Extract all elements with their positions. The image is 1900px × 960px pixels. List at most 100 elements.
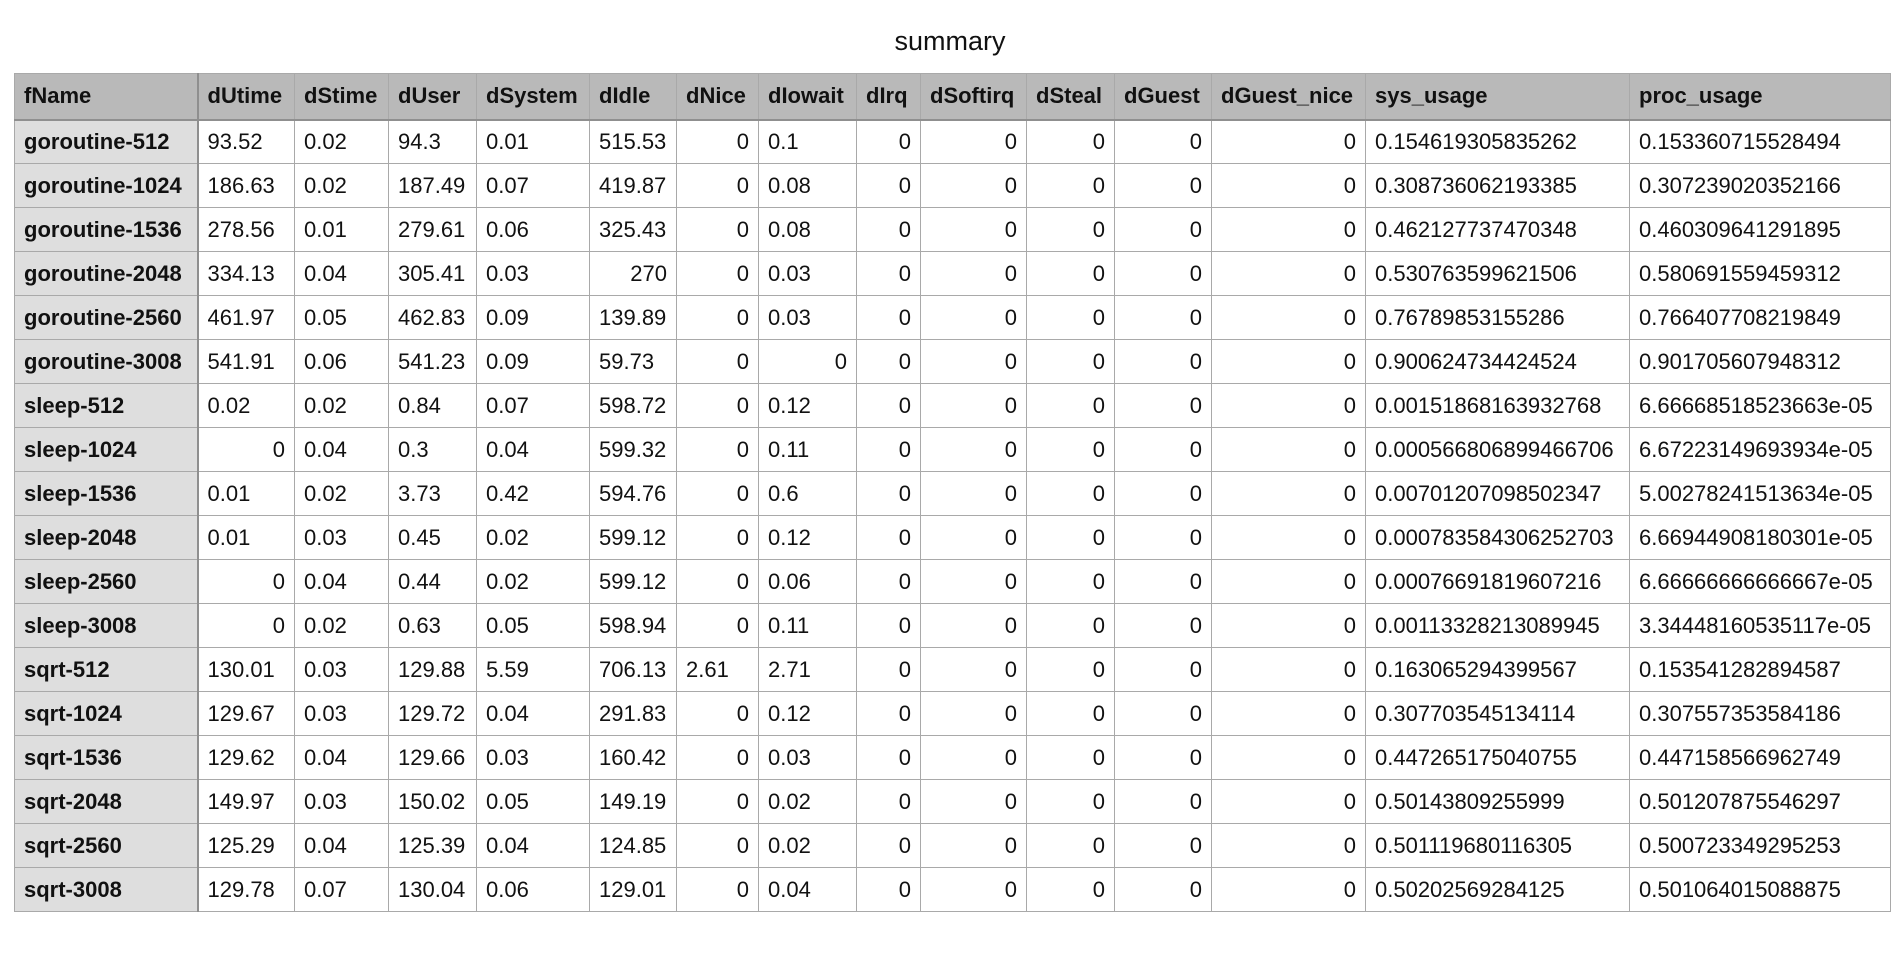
table-cell-dguest-nice: 0 [1211, 471, 1366, 516]
table-cell-sys-usage: 0.462127737470348 [1365, 207, 1630, 252]
table-cell-dsoftirq: 0 [920, 867, 1027, 912]
table-cell-sys-usage: 0.000566806899466706 [1365, 427, 1630, 472]
table-cell-sys-usage: 0.900624734424524 [1365, 339, 1630, 384]
table-cell-didle: 160.42 [589, 735, 677, 780]
table-cell-dutime: 129.67 [197, 691, 295, 736]
row-header-fname: sqrt-2048 [14, 779, 199, 824]
table-cell-dguest: 0 [1114, 779, 1212, 824]
table-row: sleep-1536 0.01 0.02 3.73 0.42 594.76 0 0.6 0 0 0 0… [14, 471, 1891, 516]
table-cell-dirq: 0 [856, 603, 921, 648]
table-cell-dstime: 0.03 [294, 779, 389, 824]
table-cell-dsystem: 0.02 [476, 515, 590, 560]
table-cell-dsoftirq: 0 [920, 251, 1027, 296]
table-cell-didle: 149.19 [589, 779, 677, 824]
table-cell-dsoftirq: 0 [920, 163, 1027, 208]
table-cell-dsystem: 5.59 [476, 647, 590, 692]
table-cell-sys-usage: 0.530763599621506 [1365, 251, 1630, 296]
table-cell-dguest-nice: 0 [1211, 119, 1366, 164]
table-cell-dguest: 0 [1114, 339, 1212, 384]
table-cell-dsoftirq: 0 [920, 647, 1027, 692]
header-row: fName dUtime dStime dUser dSystem dIdle … [14, 73, 1891, 121]
table-cell-duser: 541.23 [388, 339, 477, 384]
table-cell-dguest: 0 [1114, 647, 1212, 692]
table-cell-diowait: 0.08 [758, 163, 857, 208]
table-cell-dstime: 0.06 [294, 339, 389, 384]
table-cell-dguest: 0 [1114, 383, 1212, 428]
table-cell-dstime: 0.02 [294, 119, 389, 164]
table-cell-dsoftirq: 0 [920, 559, 1027, 604]
table-cell-didle: 325.43 [589, 207, 677, 252]
table-cell-dsoftirq: 0 [920, 515, 1027, 560]
table-cell-dutime: 0.02 [197, 383, 295, 428]
table-cell-didle: 515.53 [589, 119, 677, 164]
table-cell-dguest-nice: 0 [1211, 427, 1366, 472]
table-cell-dguest-nice: 0 [1211, 647, 1366, 692]
table-cell-dstime: 0.02 [294, 163, 389, 208]
row-header-fname: goroutine-1024 [14, 163, 199, 208]
table-cell-dguest-nice: 0 [1211, 779, 1366, 824]
table-cell-dsystem: 0.42 [476, 471, 590, 516]
table-cell-dsystem: 0.05 [476, 603, 590, 648]
table-cell-proc-usage: 0.501207875546297 [1629, 779, 1891, 824]
table-cell-dutime: 0 [197, 427, 295, 472]
table-cell-dnice: 0 [676, 119, 759, 164]
table-cell-dutime: 125.29 [197, 823, 295, 868]
table-cell-dguest-nice: 0 [1211, 383, 1366, 428]
table-cell-sys-usage: 0.163065294399567 [1365, 647, 1630, 692]
table-cell-dutime: 0 [197, 603, 295, 648]
table-cell-diowait: 0.12 [758, 383, 857, 428]
table-cell-dsystem: 0.07 [476, 383, 590, 428]
table-cell-duser: 129.88 [388, 647, 477, 692]
table-cell-sys-usage: 0.307703545134114 [1365, 691, 1630, 736]
table-cell-dsteal: 0 [1026, 163, 1115, 208]
table-row: goroutine-2048 334.13 0.04 305.41 0.03 270 0 0.… [14, 251, 1891, 296]
row-header-fname: sleep-1536 [14, 471, 199, 516]
column-header-dirq: dIrq [856, 73, 921, 121]
table-cell-dnice: 0 [676, 603, 759, 648]
table-cell-dsoftirq: 0 [920, 691, 1027, 736]
table-cell-didle: 124.85 [589, 823, 677, 868]
table-cell-dguest-nice: 0 [1211, 823, 1366, 868]
table-cell-sys-usage: 0.00076691819607216 [1365, 559, 1630, 604]
table-cell-duser: 305.41 [388, 251, 477, 296]
table-cell-duser: 150.02 [388, 779, 477, 824]
table-cell-diowait: 0.03 [758, 295, 857, 340]
table-cell-dirq: 0 [856, 339, 921, 384]
table-cell-diowait: 0.11 [758, 603, 857, 648]
table-row: sqrt-1536 129.62 0.04 129.66 0.03 160.42 0 0.03… [14, 735, 1891, 780]
table-cell-dutime: 129.78 [197, 867, 295, 912]
table-cell-dnice: 0 [676, 251, 759, 296]
table-cell-dguest-nice: 0 [1211, 603, 1366, 648]
table-cell-dsteal: 0 [1026, 471, 1115, 516]
table-cell-dutime: 334.13 [197, 251, 295, 296]
table-cell-dirq: 0 [856, 295, 921, 340]
table-cell-dsystem: 0.03 [476, 735, 590, 780]
table-cell-dsystem: 0.04 [476, 427, 590, 472]
table-cell-duser: 94.3 [388, 119, 477, 164]
table-cell-sys-usage: 0.00151868163932768 [1365, 383, 1630, 428]
table-cell-dguest-nice: 0 [1211, 867, 1366, 912]
table-cell-duser: 187.49 [388, 163, 477, 208]
table-cell-dirq: 0 [856, 251, 921, 296]
table-cell-duser: 3.73 [388, 471, 477, 516]
table-cell-didle: 598.72 [589, 383, 677, 428]
column-header-duser: dUser [388, 73, 477, 121]
table-cell-diowait: 0.08 [758, 207, 857, 252]
table-cell-sys-usage: 0.000783584306252703 [1365, 515, 1630, 560]
table-cell-duser: 279.61 [388, 207, 477, 252]
row-header-fname: sleep-2560 [14, 559, 199, 604]
table-cell-dsystem: 0.06 [476, 867, 590, 912]
table-cell-diowait: 0.04 [758, 867, 857, 912]
table-cell-dstime: 0.02 [294, 603, 389, 648]
table-cell-didle: 599.12 [589, 515, 677, 560]
table-cell-dguest-nice: 0 [1211, 339, 1366, 384]
row-header-fname: sleep-2048 [14, 515, 199, 560]
table-cell-dguest-nice: 0 [1211, 207, 1366, 252]
column-header-diowait: dIowait [758, 73, 857, 121]
table-cell-proc-usage: 0.580691559459312 [1629, 251, 1891, 296]
table-row: goroutine-512 93.52 0.02 94.3 0.01 515.53 0 0.1… [14, 119, 1891, 164]
table-cell-dnice: 0 [676, 779, 759, 824]
row-header-fname: goroutine-2560 [14, 295, 199, 340]
table-cell-dguest-nice: 0 [1211, 691, 1366, 736]
table-cell-sys-usage: 0.308736062193385 [1365, 163, 1630, 208]
